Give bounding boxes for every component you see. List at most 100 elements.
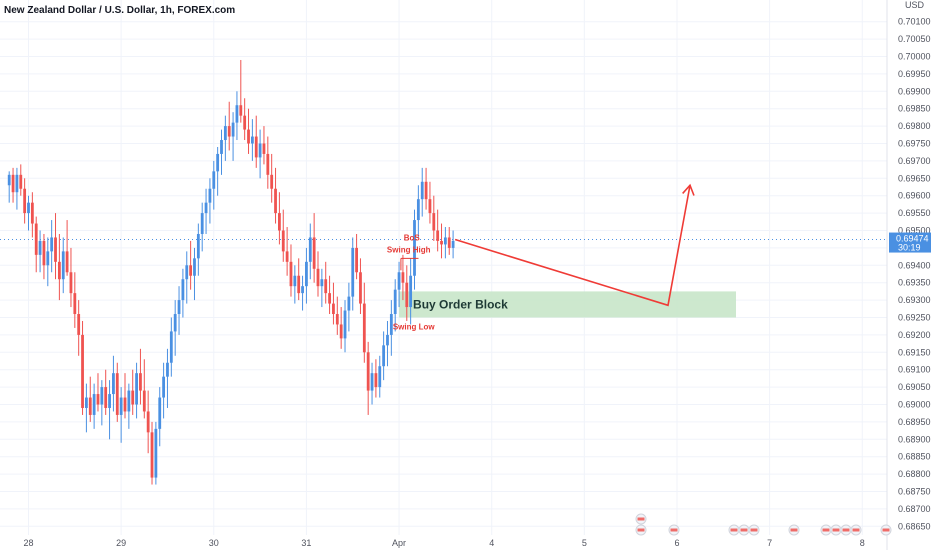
- candle-body: [127, 390, 131, 412]
- candle-body: [378, 366, 382, 388]
- candle-body: [34, 223, 38, 255]
- price-tick-label: 0.69100: [898, 365, 931, 375]
- candle-body: [278, 213, 281, 231]
- candle-body: [61, 251, 65, 280]
- candle-body: [428, 199, 432, 214]
- candle-body: [250, 136, 254, 144]
- candle-body: [96, 394, 100, 405]
- buy-order-block-zone[interactable]: [399, 291, 736, 318]
- price-tick-label: 0.69700: [898, 156, 931, 166]
- candle-body: [401, 272, 405, 283]
- candle-body: [7, 174, 11, 186]
- projection-arrow-path: [454, 185, 691, 307]
- price-tick-label: 0.68950: [898, 417, 931, 427]
- candle-body: [123, 397, 127, 412]
- time-tick-label: 7: [767, 538, 772, 548]
- candle-body: [447, 237, 451, 248]
- price-tick-label: 0.68700: [898, 504, 931, 514]
- currency-label: USD: [905, 0, 925, 10]
- candle-body: [343, 310, 347, 339]
- candle-body: [185, 265, 189, 280]
- event-flag-stripe: [637, 517, 645, 521]
- time-tick-label: 28: [23, 538, 33, 548]
- price-tick-label: 0.69850: [898, 104, 931, 114]
- price-tick-label: 0.70050: [898, 34, 931, 44]
- candle-body: [142, 390, 146, 412]
- event-flag-stripe: [882, 528, 890, 532]
- candle-body: [258, 143, 262, 158]
- price-tick-label: 0.69500: [898, 226, 931, 236]
- candle-body: [436, 230, 440, 241]
- grid-layer: [0, 0, 887, 535]
- candle-body: [204, 202, 208, 214]
- candle-body: [100, 387, 104, 405]
- last-price-value: 0.69474: [896, 234, 929, 244]
- price-tick-label: 0.69800: [898, 121, 931, 131]
- candle-body: [281, 230, 285, 252]
- candle-body: [285, 251, 289, 262]
- candle-body: [305, 261, 308, 287]
- candle-body: [351, 247, 355, 297]
- candle-body: [200, 213, 204, 234]
- candle-body: [115, 373, 119, 415]
- candle-body: [54, 237, 57, 262]
- price-tick-label: 0.69250: [898, 313, 931, 323]
- candle-body: [270, 174, 274, 189]
- time-tick-label: 30: [209, 538, 219, 548]
- price-tick-label: 0.70000: [898, 52, 931, 62]
- event-flag-stripe: [832, 528, 840, 532]
- price-tick-label: 0.69150: [898, 347, 931, 357]
- candle-body: [57, 261, 61, 280]
- last-price-tag-bg: [889, 232, 931, 253]
- price-tick-label: 0.68900: [898, 434, 931, 444]
- candle-body: [432, 213, 436, 231]
- price-tick-label: 0.68750: [898, 487, 931, 497]
- time-tick-label: Apr: [392, 538, 406, 548]
- price-tick-label: 0.69950: [898, 69, 931, 79]
- candle-body: [46, 251, 50, 266]
- event-flag-stripe: [852, 528, 860, 532]
- candle-body: [274, 188, 277, 214]
- candle-body: [293, 275, 297, 287]
- candle-body: [440, 240, 443, 245]
- price-axis[interactable]: USD 0.70100 0.70050 0.70000 0.69950 0.69900 0…: [886, 0, 931, 550]
- event-flag-stripe: [670, 528, 678, 532]
- candle-body: [308, 237, 312, 262]
- candle-body: [382, 345, 386, 367]
- candles-layer: [7, 59, 455, 485]
- candle-body: [177, 300, 181, 315]
- candle-body: [150, 432, 154, 478]
- candle-body: [158, 397, 162, 429]
- candle-body: [451, 240, 455, 248]
- candle-body: [386, 334, 389, 346]
- economic-events: [635, 513, 892, 536]
- candle-body: [38, 240, 42, 255]
- candle-body: [92, 394, 96, 415]
- price-tick-label: 0.68650: [898, 521, 931, 531]
- candle-body: [359, 272, 362, 304]
- candle-body: [366, 352, 370, 391]
- candle-body: [289, 261, 293, 287]
- candle-body: [208, 188, 212, 203]
- candle-body: [397, 272, 401, 290]
- candle-body: [328, 293, 331, 304]
- price-tick-label: 0.69900: [898, 86, 931, 96]
- candle-body: [254, 136, 258, 158]
- price-tick-label: 0.69650: [898, 173, 931, 183]
- swing-low-label: Swing Low: [393, 323, 436, 332]
- candle-body: [30, 202, 34, 224]
- candle-body: [42, 240, 46, 266]
- time-axis[interactable]: 28 29 30 31 Apr 4 5 6 7 8: [23, 538, 864, 548]
- event-flag-stripe: [637, 528, 645, 532]
- candle-body: [231, 122, 235, 137]
- bar-countdown: 30:19: [898, 243, 921, 253]
- candle-body: [23, 188, 27, 214]
- candle-body: [196, 233, 200, 259]
- time-tick-label: 4: [489, 538, 494, 548]
- candle-body: [393, 289, 397, 315]
- candle-body: [227, 126, 231, 137]
- event-flag-stripe: [730, 528, 738, 532]
- candle-body: [409, 275, 413, 308]
